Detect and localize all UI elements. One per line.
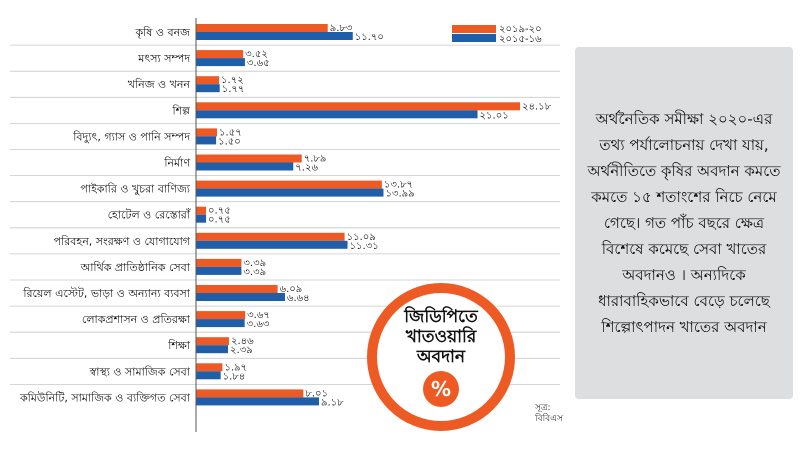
value-label-2019-20: ১.৫৭ <box>219 127 242 138</box>
value-label-2019-20: ১১.০৯ <box>347 232 376 243</box>
bar-2019-20 <box>196 76 220 85</box>
value-label-2015-16: ০.৭৫ <box>208 215 231 226</box>
bar-2015-16 <box>196 397 320 406</box>
category-label: পরিবহন, সংরক্ষণ ও যোগাযোগ <box>54 235 191 248</box>
badge-circle: জিডিপিতে খাতওয়ারি অবদান % <box>367 283 515 431</box>
category-label: মৎস্য সম্পদ <box>137 52 190 65</box>
category-label: রিয়েল এস্টেট, ভাড়া ও অন্যান্য ব্যবসা <box>22 287 190 300</box>
bar-2015-16 <box>196 188 384 197</box>
bar-2019-20 <box>196 128 218 137</box>
value-label-2015-16: ২.৩৯ <box>230 345 253 356</box>
value-label-2015-16: ১.৫০ <box>218 136 241 147</box>
bar-2015-16 <box>196 240 348 249</box>
value-label-2019-20: ৬.০৯ <box>280 284 303 295</box>
bar-2015-16 <box>196 345 229 354</box>
value-label-2019-20: ১৩.৮৭ <box>384 180 413 191</box>
value-label-2019-20: ৭.৮৯ <box>304 154 327 165</box>
commentary-text: অর্থনৈতিক সমীক্ষা ২০২০-এর তথ্য পর্যালোচন… <box>587 110 781 336</box>
bar-2019-20 <box>196 311 246 320</box>
value-label-2015-16: ৬.৬৪ <box>287 293 310 304</box>
category-label: স্বাস্থ্য ও সামাজিক সেবা <box>89 365 191 378</box>
category-label: শিল্প <box>171 104 190 117</box>
value-label-2015-16: ৩.৩৯ <box>243 267 266 278</box>
value-label-2019-20: ১.৯৭ <box>224 362 247 373</box>
percent-icon: % <box>423 371 459 407</box>
category-label: লোকপ্রশাসন ও প্রতিরক্ষা <box>82 313 191 326</box>
badge-title: জিডিপিতে খাতওয়ারি অবদান <box>404 307 478 367</box>
category-label: বিদ্যুৎ, গ্যাস ও পানি সম্পদ <box>72 130 190 143</box>
source-name: বিবিএস <box>535 414 563 424</box>
category-label: খনিজ ও খনন <box>128 78 191 91</box>
value-label-2019-20: ২৪.১৮ <box>522 101 552 112</box>
value-label-2015-16: ৭.২৬ <box>295 163 318 174</box>
bar-2015-16 <box>196 162 294 171</box>
value-label-2019-20: ৯.৮৩ <box>330 23 353 34</box>
bar-2015-16 <box>196 84 220 93</box>
legend-swatch-2019-20 <box>452 25 496 33</box>
bar-2015-16 <box>196 319 245 328</box>
bar-2015-16 <box>196 293 285 301</box>
category-label: পাইকারি ও খুচরা বাণিজ্য <box>80 183 190 196</box>
category-label: নির্মাণ <box>163 157 190 170</box>
value-label-2015-16: ১.৭৭ <box>222 84 245 95</box>
legend-swatch-2015-16 <box>452 34 496 42</box>
commentary-box: অর্থনৈতিক সমীক্ষা ২০২০-এর তথ্য পর্যালোচন… <box>575 47 793 399</box>
bar-2015-16 <box>196 58 245 67</box>
bar-2015-16 <box>196 32 353 40</box>
category-label: আর্থিক প্রাতিষ্ঠানিক সেবা <box>80 261 191 274</box>
bar-2019-20 <box>196 389 304 398</box>
bar-2019-20 <box>196 285 278 293</box>
bar-2019-20 <box>196 363 223 372</box>
bar-2015-16 <box>196 371 221 380</box>
value-label-2015-16: ১১.৩১ <box>350 241 379 252</box>
bar-2015-16 <box>196 214 207 223</box>
bar-2015-16 <box>196 136 217 145</box>
source-note: সূত্র: বিবিএস <box>535 403 563 425</box>
source-label: সূত্র: <box>535 403 551 413</box>
bar-2019-20 <box>196 206 207 215</box>
bar-2019-20 <box>196 102 521 111</box>
category-label: হোটেল ও রেস্তোরাঁ <box>108 208 191 222</box>
bar-2019-20 <box>196 180 382 189</box>
bar-2019-20 <box>196 24 328 32</box>
value-label-2019-20: ৩.৬৭ <box>247 310 270 321</box>
value-label-2015-16: ২১.০১ <box>480 110 509 121</box>
value-label-2019-20: ৩.৩৯ <box>243 258 266 269</box>
value-label-2019-20: ৮.০১ <box>305 388 328 399</box>
category-label: কৃষি ও বনজ <box>134 26 190 39</box>
value-label-2019-20: ৩.৫২ <box>245 49 268 60</box>
category-label: শিক্ষা <box>167 339 191 352</box>
bar-2019-20 <box>196 337 229 346</box>
value-label-2019-20: ১.৭২ <box>221 75 244 86</box>
bar-2019-20 <box>196 232 345 241</box>
bar-2019-20 <box>196 50 244 59</box>
bar-2015-16 <box>196 110 478 119</box>
bar-2015-16 <box>196 266 242 275</box>
legend-label-2015-16: ২০১৫-১৬ <box>499 34 542 45</box>
value-label-2015-16: ৩.৬৫ <box>247 58 270 69</box>
value-label-2015-16: ৯.১৮ <box>321 397 344 408</box>
value-label-2015-16: ১১.৭০ <box>355 32 384 43</box>
legend-label-2019-20: ২০১৯-২০ <box>499 24 542 35</box>
value-label-2015-16: ১৩.৯৯ <box>385 189 414 200</box>
bar-2019-20 <box>196 258 242 267</box>
value-label-2015-16: ৩.৬৩ <box>247 319 270 330</box>
category-label: কমিউনিটি, সামাজিক ও ব্যক্তিগত সেবা <box>19 391 191 404</box>
value-label-2015-16: ১.৮৪ <box>223 371 246 382</box>
value-label-2019-20: ০.৭৫ <box>208 206 231 217</box>
bar-2019-20 <box>196 154 302 163</box>
value-label-2019-20: ২.৪৬ <box>231 336 254 347</box>
